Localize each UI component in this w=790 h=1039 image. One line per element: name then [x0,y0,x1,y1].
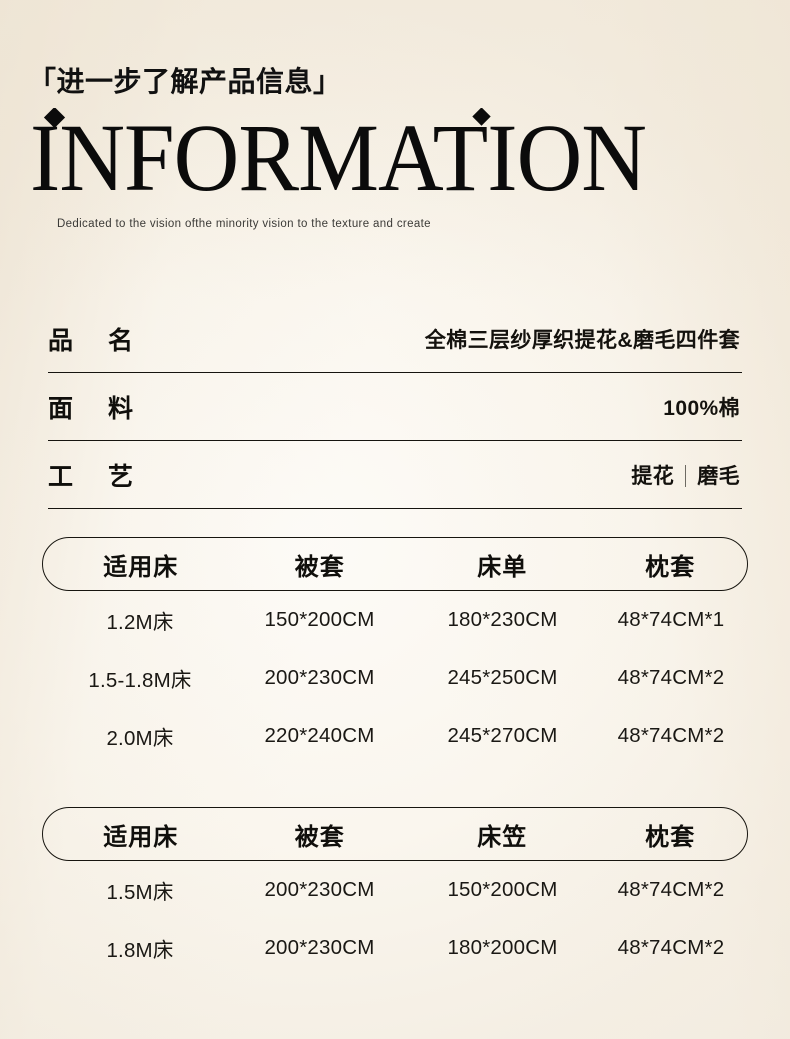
table-row: 2.0M床 220*240CM 245*270CM 48*74CM*2 [42,707,748,765]
cell-quilt-cover: 200*230CM [264,936,375,959]
column-header-fitted-sheet: 床笠 [477,823,528,851]
background-top-wash [0,0,790,300]
diamond-accent-icon [43,108,66,129]
tagline: Dedicated to the vision ofthe minority v… [57,218,431,230]
column-header-bed-size: 适用床 [103,823,179,851]
spec-list: 品 名 全棉三层纱厚织提花&磨毛四件套 面 料 100%棉 工 艺 提花 磨毛 [48,305,742,509]
cell-fitted-sheet: 150*200CM [447,878,558,901]
spec-label: 品 名 [48,326,147,355]
table-header-row: 适用床 被套 床单 枕套 [42,537,748,591]
cell-quilt-cover: 220*240CM [264,724,375,747]
wordmark-text: INFORMATION [30,108,646,208]
cell-bed-size: 1.5-1.8M床 [88,669,192,692]
column-header-bed-sheet: 床单 [477,553,528,581]
cell-bed-sheet: 245*250CM [447,666,558,689]
table-row: 1.5-1.8M床 200*230CM 245*250CM 48*74CM*2 [42,649,748,707]
spec-label: 工 艺 [48,462,147,491]
cell-bed-sheet: 180*230CM [447,608,558,631]
cell-pillowcase: 48*74CM*2 [617,724,725,747]
spec-value: 提花 磨毛 [631,460,742,490]
spec-value-craft-jacquard: 提花 [631,464,675,488]
cell-quilt-cover: 200*230CM [264,666,375,689]
spec-value: 100%棉 [663,396,740,420]
table-row: 1.2M床 150*200CM 180*230CM 48*74CM*1 [42,591,748,649]
spec-row-product-name: 品 名 全棉三层纱厚织提花&磨毛四件套 [48,305,742,373]
column-header-pillowcase: 枕套 [645,553,696,581]
cell-bed-sheet: 245*270CM [447,724,558,747]
cell-bed-size: 2.0M床 [106,727,174,750]
spec-value: 全棉三层纱厚织提花&磨毛四件套 [424,328,740,352]
cell-pillowcase: 48*74CM*2 [617,936,725,959]
cell-bed-size: 1.8M床 [106,939,174,962]
cell-pillowcase: 48*74CM*2 [617,666,725,689]
column-header-quilt-cover: 被套 [294,823,345,851]
size-table-fitted-sheet: 适用床 被套 床笠 枕套 1.5M床 200*230CM 150*200CM 4… [42,807,748,977]
diamond-accent-icon [472,108,491,126]
cell-pillowcase: 48*74CM*2 [617,878,725,901]
column-header-quilt-cover: 被套 [294,553,345,581]
table-header-row: 适用床 被套 床笠 枕套 [42,807,748,861]
cell-quilt-cover: 200*230CM [264,878,375,901]
cell-bed-size: 1.2M床 [106,611,174,634]
section-kicker: 「进一步了解产品信息」 [28,67,342,98]
spec-row-craft: 工 艺 提花 磨毛 [48,441,742,509]
cell-quilt-cover: 150*200CM [264,608,375,631]
table-row: 1.8M床 200*230CM 180*200CM 48*74CM*2 [42,919,748,977]
size-table-flat-sheet: 适用床 被套 床单 枕套 1.2M床 150*200CM 180*230CM 4… [42,537,748,765]
spec-value-craft-brushed: 磨毛 [697,464,740,488]
table-row: 1.5M床 200*230CM 150*200CM 48*74CM*2 [42,861,748,919]
cell-pillowcase: 48*74CM*1 [617,608,725,631]
value-separator-icon [685,464,687,487]
spec-label: 面 料 [48,394,147,423]
column-header-bed-size: 适用床 [103,553,179,581]
spec-row-fabric: 面 料 100%棉 [48,373,742,441]
cell-bed-size: 1.5M床 [106,881,174,904]
cell-fitted-sheet: 180*200CM [447,936,558,959]
information-wordmark: INFORMATION [30,108,650,208]
column-header-pillowcase: 枕套 [645,823,696,851]
